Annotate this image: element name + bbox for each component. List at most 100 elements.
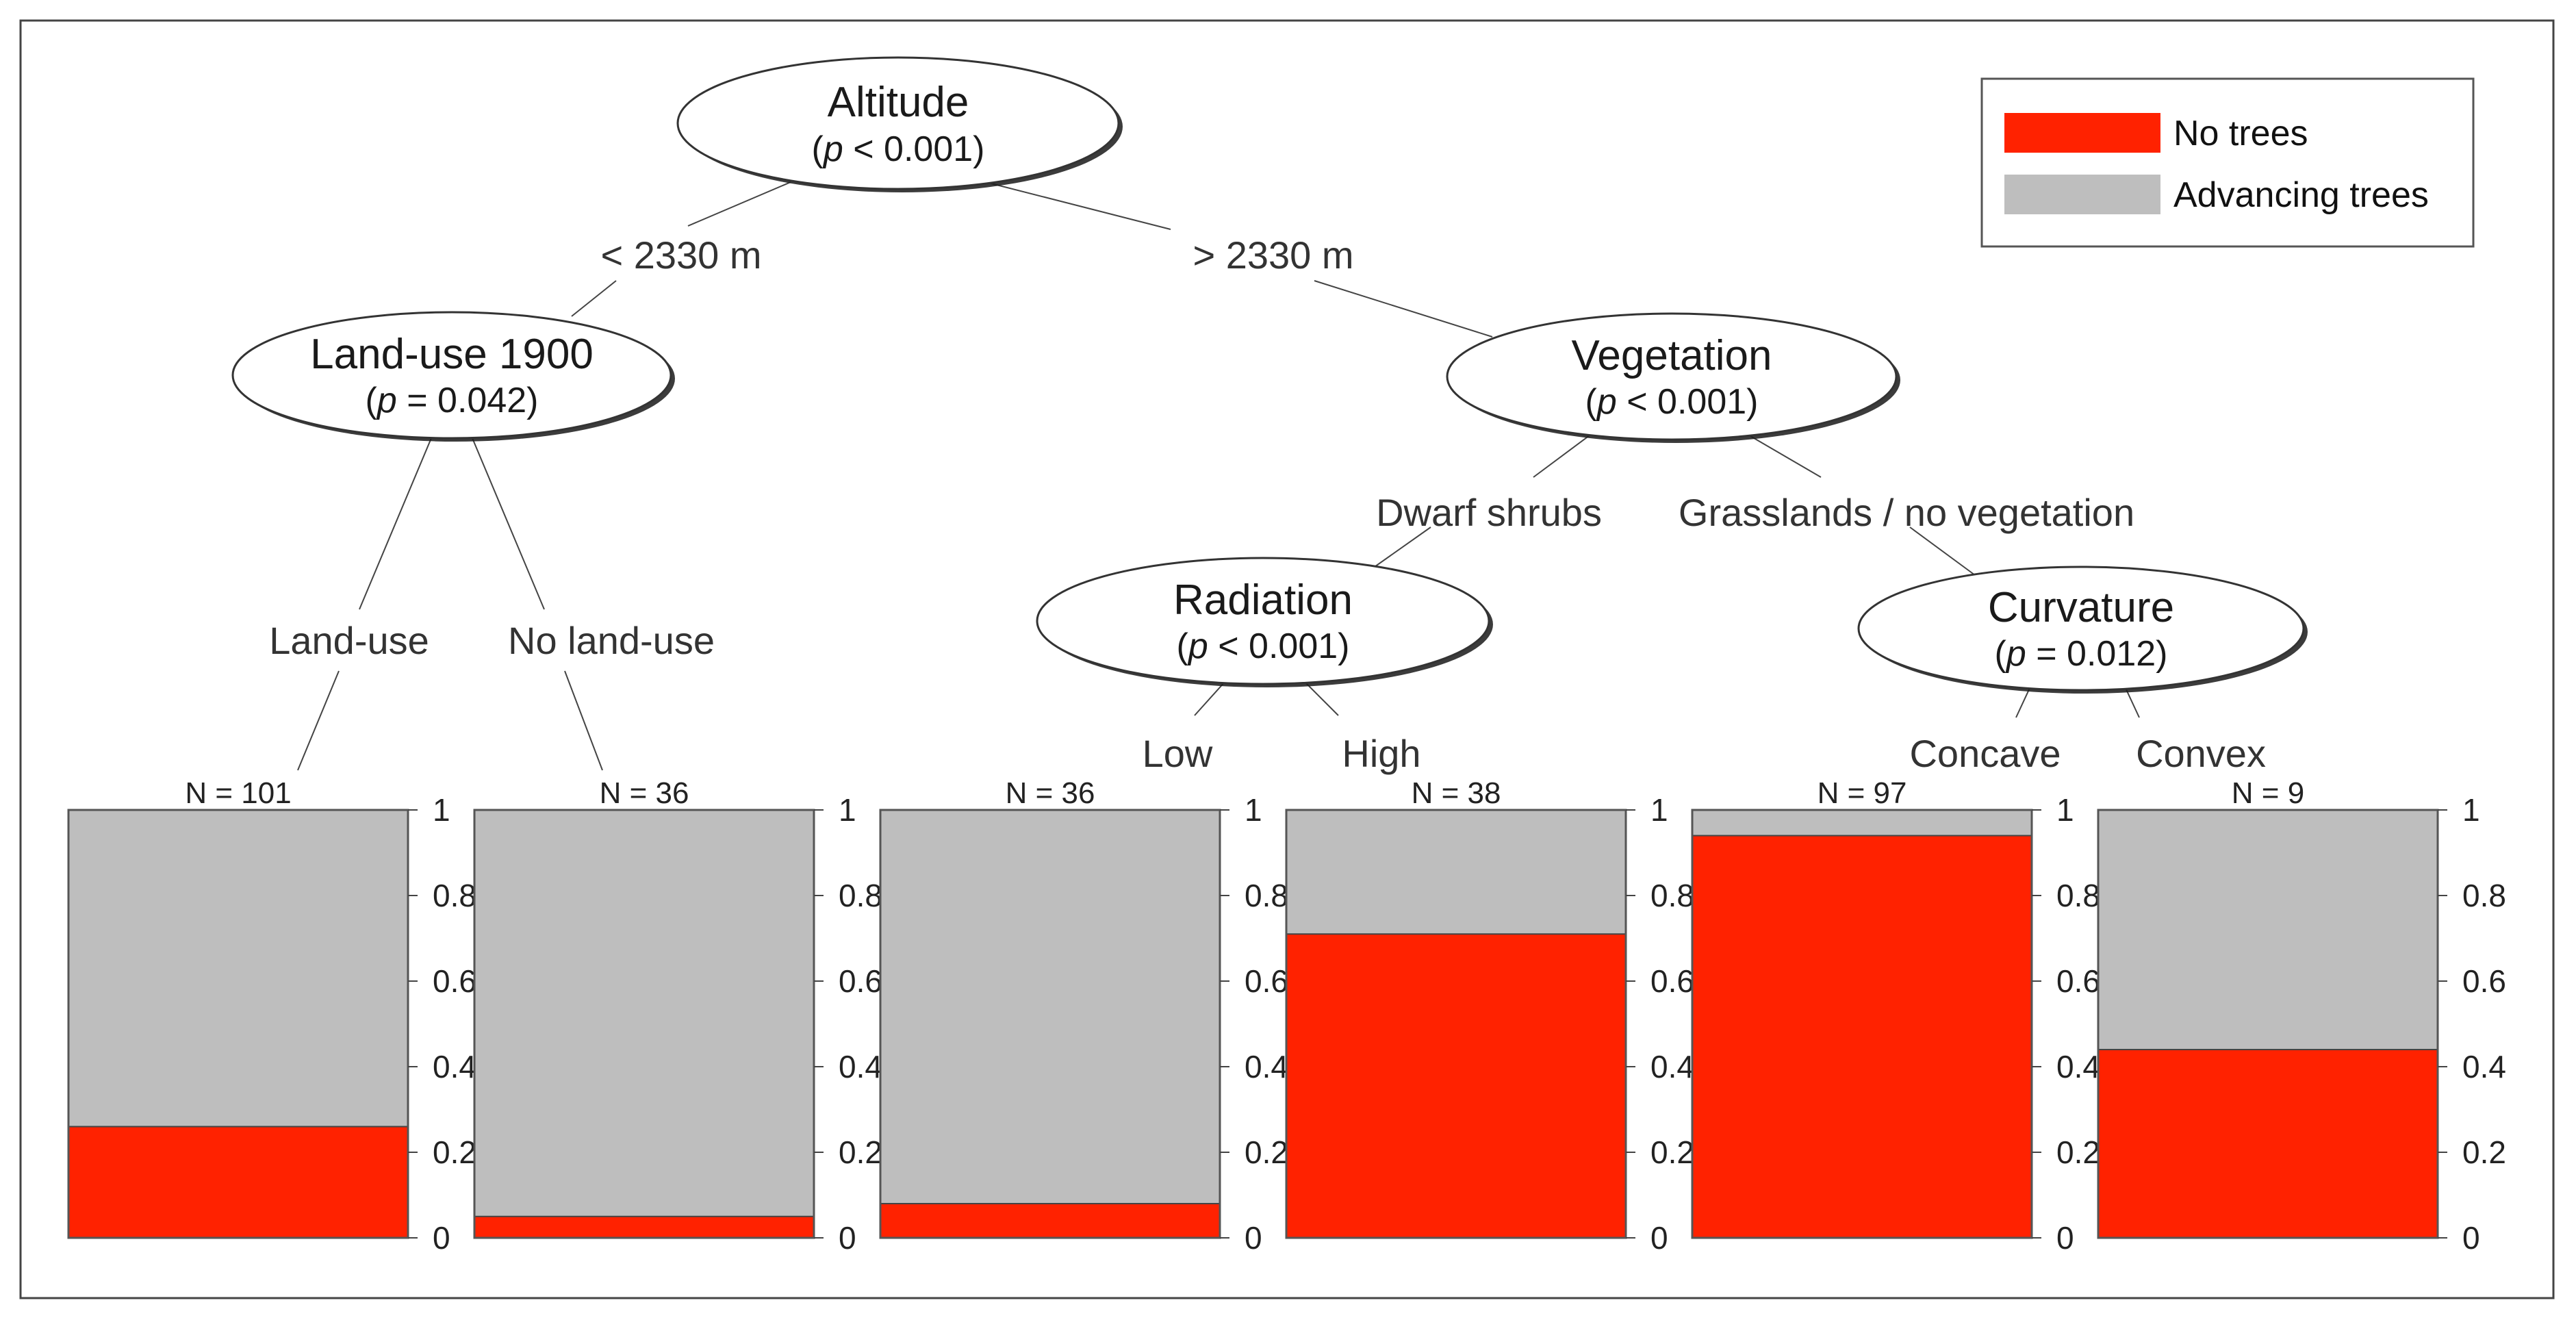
axis-tick-label: 0.6 — [1650, 963, 1694, 999]
axis-tick-label: 0.8 — [2056, 878, 2100, 913]
legend-swatch-no-trees — [2004, 113, 2160, 153]
axis-tick-label: 0.2 — [433, 1134, 476, 1170]
edge-line — [1909, 526, 1976, 576]
legend-label-advancing-trees: Advancing trees — [2173, 175, 2429, 215]
axis-tick-label: 0.2 — [2056, 1134, 2100, 1170]
terminal-node-panels: N = 101 0 0.2 0.4 0.6 0.8 1 N = 36 0 0.2 0.4 0.6 0.8… — [67, 776, 2506, 1256]
edge-label-altitude-low: < 2330 m — [600, 233, 761, 277]
panel-frame — [1691, 809, 2033, 1239]
panel-n-label: N = 97 — [1818, 776, 1907, 810]
edge-line — [2125, 687, 2140, 718]
node-p-value: (p < 0.001) — [1177, 626, 1350, 666]
bar-advancing-trees — [474, 810, 814, 1238]
panel-n-label: N = 101 — [185, 776, 291, 810]
axis-tick-label: 0.4 — [1650, 1049, 1694, 1084]
node-radiation: Radiation (p < 0.001) — [1036, 557, 1493, 687]
axis-tick-label: 0 — [1245, 1220, 1262, 1256]
axis-tick-label: 0.6 — [839, 963, 882, 999]
legend-box — [1980, 77, 2475, 248]
axis-tick-label: 1 — [2056, 792, 2074, 828]
bar-advancing-trees — [880, 810, 1220, 1238]
bar-no-trees — [880, 1204, 1220, 1238]
panel-frame — [67, 809, 409, 1239]
axis-tick-label: 0 — [2056, 1220, 2074, 1256]
axis-tick-label: 0.8 — [1245, 878, 1288, 913]
axis-tick-label: 0.2 — [1245, 1134, 1288, 1170]
edge-line — [1314, 280, 1493, 338]
legend: No trees Advancing trees — [1980, 77, 2475, 248]
axis-tick-label: 0.2 — [839, 1134, 882, 1170]
edge-line — [1194, 681, 1226, 716]
edge-line — [1303, 681, 1339, 716]
node-p-value: (p = 0.042) — [366, 381, 539, 420]
edge-label-concave: Concave — [1909, 732, 2061, 775]
edge-line — [985, 181, 1171, 230]
axis-tick-label: 0.4 — [839, 1049, 882, 1084]
axis-tick-label: 0 — [2462, 1220, 2480, 1256]
edge-label-low: Low — [1143, 732, 1213, 775]
edge-line — [564, 670, 603, 771]
axis-tick-label: 1 — [1245, 792, 1262, 828]
panel-frame — [473, 809, 815, 1239]
edge-label-land-use: Land-use — [269, 619, 429, 662]
edge-line — [687, 181, 791, 227]
axis-tick-label: 0.2 — [1650, 1134, 1694, 1170]
edge-label-no-land-use: No land-use — [508, 619, 715, 662]
bar-no-trees — [1286, 934, 1626, 1238]
edge-label-convex: Convex — [2136, 732, 2266, 775]
edge-line — [472, 437, 545, 610]
axis-tick-label: 0 — [839, 1220, 856, 1256]
node-name: Land-use 1900 — [310, 331, 594, 378]
node-name: Altitude — [828, 79, 969, 126]
legend-label-no-trees: No trees — [2173, 114, 2308, 153]
axis-tick-label: 1 — [1650, 792, 1668, 828]
bar-no-trees — [1692, 835, 2032, 1238]
edge-line — [1742, 431, 1822, 478]
axis-tick-label: 0.4 — [433, 1049, 476, 1084]
axis-tick-label: 0.4 — [2462, 1049, 2506, 1084]
axis-tick-label: 0.2 — [2462, 1134, 2506, 1170]
axis-tick-label: 0.6 — [2462, 963, 2506, 999]
node-vegetation: Vegetation (p < 0.001) — [1446, 312, 1900, 443]
node-name: Vegetation — [1571, 332, 1772, 379]
node-p-value: (p < 0.001) — [1585, 382, 1759, 422]
panel-frame — [1285, 809, 1627, 1239]
tree-connectors — [297, 181, 2140, 771]
edge-label-grasslands: Grasslands / no vegetation — [1679, 491, 2134, 534]
node-curvature: Curvature (p = 0.012) — [1857, 566, 2308, 694]
axis-tick-label: 0 — [433, 1220, 450, 1256]
edge-label-dwarf-shrubs: Dwarf shrubs — [1376, 491, 1602, 534]
bar-no-trees — [2098, 1050, 2438, 1238]
axis-tick-label: 0.4 — [2056, 1049, 2100, 1084]
panel-frame — [2097, 809, 2439, 1239]
edge-label-altitude-high: > 2330 m — [1193, 233, 1353, 277]
edge-line — [571, 280, 617, 317]
node-land-use-1900: Land-use 1900 (p = 0.042) — [231, 311, 675, 442]
edge-line — [1533, 431, 1596, 478]
bar-no-trees — [68, 1126, 408, 1238]
panel-n-label: N = 38 — [1412, 776, 1501, 810]
axis-tick-label: 0.8 — [2462, 878, 2506, 913]
edge-line — [297, 670, 340, 771]
axis-tick-label: 0.6 — [2056, 963, 2100, 999]
axis-tick-label: 1 — [839, 792, 856, 828]
node-name: Radiation — [1173, 576, 1353, 624]
axis-tick-label: 0 — [1650, 1220, 1668, 1256]
axis-tick-label: 1 — [2462, 792, 2480, 828]
node-altitude: Altitude (p < 0.001) — [676, 56, 1123, 192]
bar-no-trees — [474, 1216, 814, 1238]
edge-line — [1372, 526, 1431, 569]
axis-tick-label: 0.4 — [1245, 1049, 1288, 1084]
panel-n-label: N = 9 — [2232, 776, 2304, 810]
axis-tick-label: 0.6 — [433, 963, 476, 999]
edge-line — [359, 437, 432, 610]
node-name: Curvature — [1988, 584, 2174, 631]
axis-tick-label: 0.6 — [1245, 963, 1288, 999]
panel-n-label: N = 36 — [600, 776, 689, 810]
node-p-value: (p = 0.012) — [1995, 634, 2168, 674]
edge-label-high: High — [1342, 732, 1420, 775]
axis-tick-label: 0.8 — [1650, 878, 1694, 913]
axis-tick-label: 0.8 — [433, 878, 476, 913]
axis-tick-label: 0.8 — [839, 878, 882, 913]
